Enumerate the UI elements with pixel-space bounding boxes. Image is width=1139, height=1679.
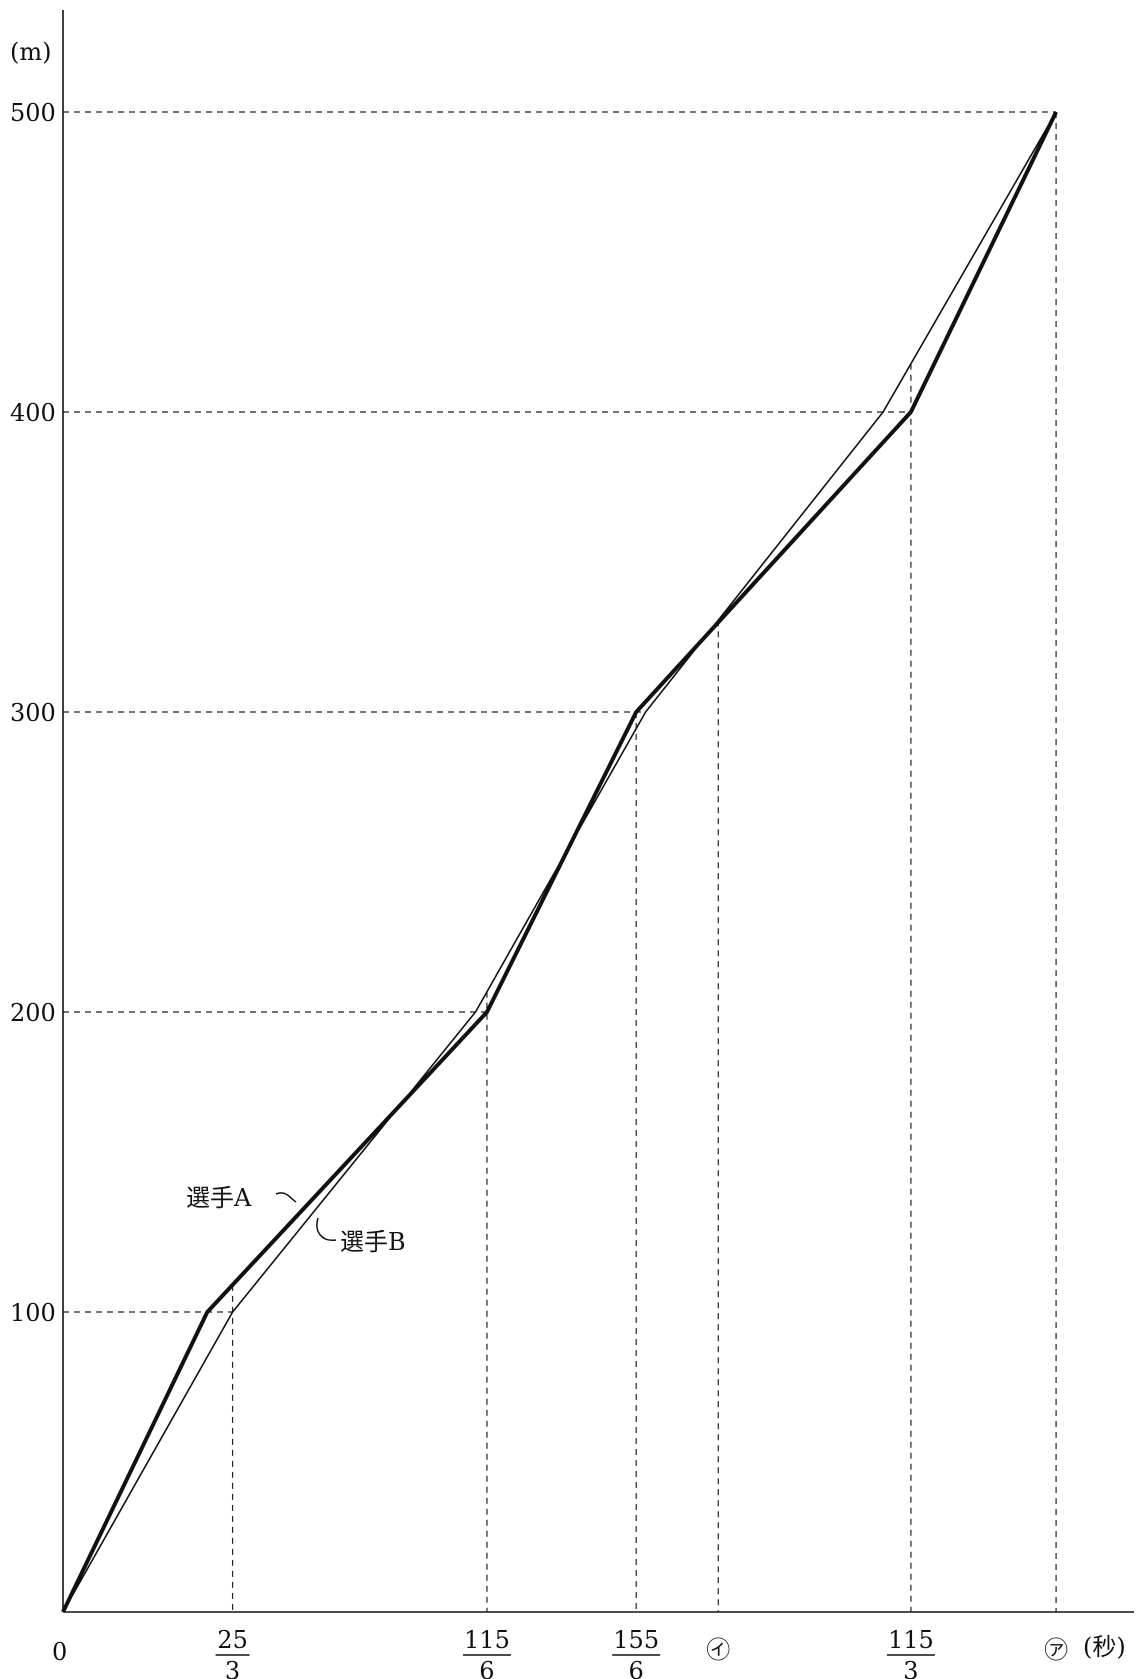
x-tick-denominator: 6 — [629, 1657, 644, 1679]
x-tick-numerator: 115 — [888, 1626, 934, 1654]
y-tick-label: 100 — [10, 1299, 56, 1327]
y-tick-label: 400 — [10, 399, 56, 427]
series-a-pointer — [275, 1192, 297, 1203]
y-tick-label: 300 — [10, 699, 56, 727]
x-tick-denominator: 6 — [479, 1657, 494, 1679]
series-labels: 選手A 選手B — [186, 1184, 406, 1256]
x-tick-numerator: 155 — [613, 1626, 659, 1654]
series-b-line — [62, 111, 1057, 1613]
y-tick-labels: 100 200 300 400 500 — [10, 99, 56, 1327]
guide-lines — [63, 111, 1057, 1612]
y-axis-unit: (m) — [10, 38, 51, 66]
axes — [62, 10, 1134, 1613]
x-axis-unit: (秒) — [1083, 1633, 1126, 1661]
x-tick-label: ㋑ — [706, 1636, 730, 1664]
x-tick-denominator: 3 — [225, 1657, 240, 1679]
y-tick-label: 500 — [10, 99, 56, 127]
series-lines — [61, 111, 1058, 1613]
y-tick-label: 200 — [10, 999, 56, 1027]
series-a-line — [61, 111, 1058, 1613]
x-tick-numerator: 25 — [217, 1626, 248, 1654]
x-tick-denominator: 3 — [903, 1657, 918, 1679]
series-b-label: 選手B — [340, 1228, 406, 1256]
series-b-pointer — [316, 1217, 337, 1241]
axis-labels: (m) (秒) 0 — [10, 38, 1126, 1666]
x-tick-fraction: 253 — [215, 1626, 250, 1679]
x-tick-numerator: 115 — [464, 1626, 510, 1654]
origin-label: 0 — [52, 1638, 67, 1666]
series-a-label: 選手A — [186, 1184, 252, 1212]
x-tick-label: ㋐ — [1044, 1636, 1068, 1664]
